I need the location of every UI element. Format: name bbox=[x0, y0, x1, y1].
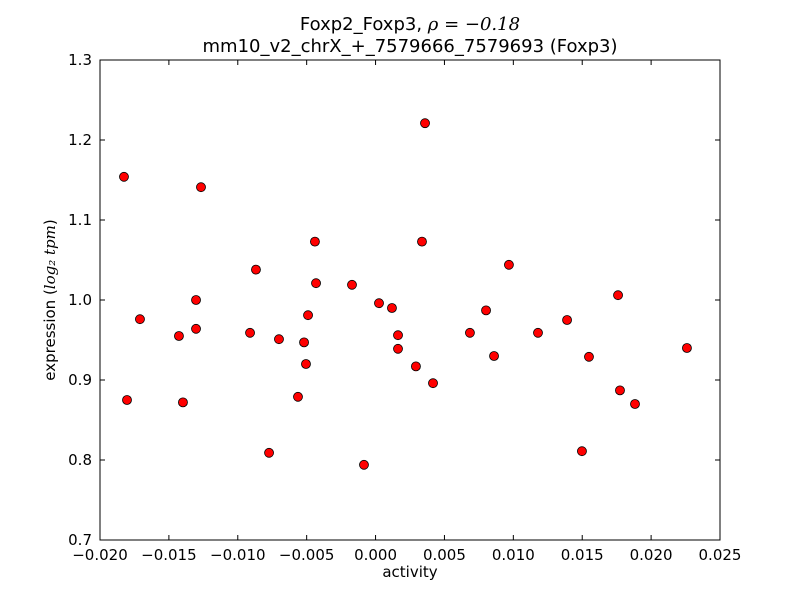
data-point bbox=[135, 314, 145, 325]
data-point bbox=[347, 279, 357, 290]
data-point bbox=[293, 391, 303, 402]
data-point bbox=[374, 298, 384, 309]
data-point bbox=[489, 351, 499, 361]
x-tick-label: 0.000 bbox=[354, 546, 397, 564]
x-tick-label: 0.025 bbox=[699, 546, 742, 564]
data-point bbox=[191, 323, 201, 334]
x-tick-label: 0.005 bbox=[423, 546, 466, 564]
y-axis-label: expression (log₂ tpm) bbox=[41, 219, 59, 380]
y-tick-label: 1.3 bbox=[68, 51, 92, 69]
data-points bbox=[119, 118, 692, 470]
data-point bbox=[613, 290, 623, 301]
data-point bbox=[387, 303, 397, 313]
data-point bbox=[178, 397, 188, 408]
y-axis-label-math: log₂ tpm bbox=[41, 225, 59, 289]
data-point bbox=[310, 236, 320, 247]
data-point bbox=[393, 330, 403, 341]
data-point bbox=[533, 327, 543, 338]
data-point bbox=[303, 310, 313, 321]
plot-frame bbox=[99, 59, 721, 541]
data-point bbox=[420, 118, 430, 129]
data-point bbox=[311, 278, 321, 289]
x-tick-label: 0.015 bbox=[561, 546, 604, 564]
data-point bbox=[630, 399, 640, 409]
data-point bbox=[481, 305, 491, 316]
data-point bbox=[301, 359, 311, 369]
data-point bbox=[191, 295, 201, 305]
data-point bbox=[196, 182, 206, 193]
title-rho: ρ = −0.18 bbox=[427, 14, 520, 35]
data-point bbox=[411, 361, 421, 372]
data-point bbox=[584, 351, 594, 362]
x-tick-label: 0.010 bbox=[492, 546, 535, 564]
y-tick-label: 0.9 bbox=[68, 371, 92, 389]
x-axis-label: activity bbox=[382, 563, 437, 581]
data-point bbox=[174, 331, 184, 341]
data-point bbox=[504, 259, 514, 270]
data-point bbox=[577, 446, 587, 457]
data-point bbox=[274, 334, 284, 345]
data-point bbox=[122, 395, 132, 405]
y-tick-label: 1.0 bbox=[68, 291, 92, 309]
y-tick-label: 1.2 bbox=[68, 131, 92, 149]
data-point bbox=[299, 337, 309, 348]
data-point bbox=[428, 378, 438, 389]
data-point bbox=[562, 315, 572, 325]
data-point bbox=[465, 327, 475, 338]
data-point bbox=[264, 447, 274, 458]
y-tick-label: 0.7 bbox=[68, 531, 92, 549]
y-tick-label: 0.8 bbox=[68, 451, 92, 469]
y-tick-label: 1.1 bbox=[68, 211, 92, 229]
x-tick-label: −0.015 bbox=[141, 546, 197, 564]
chart-title-line1: Foxp2_Foxp3, ρ = −0.18 bbox=[300, 14, 520, 35]
x-tick-label: −0.005 bbox=[279, 546, 335, 564]
data-point bbox=[682, 343, 692, 353]
data-point bbox=[359, 459, 369, 470]
axis-ticks: −0.020 −0.015 −0.010 −0.005 0.000 0.005 0.010 0… bbox=[68, 51, 741, 564]
x-tick-label: −0.010 bbox=[210, 546, 266, 564]
x-tick-label: 0.020 bbox=[630, 546, 673, 564]
data-point bbox=[251, 264, 261, 275]
data-point bbox=[615, 385, 625, 396]
data-point bbox=[119, 171, 129, 182]
data-point bbox=[417, 236, 427, 247]
data-point bbox=[393, 343, 403, 354]
x-tick-label: −0.020 bbox=[72, 546, 128, 564]
data-point bbox=[245, 327, 255, 338]
chart-title-line2: mm10_v2_chrX_+_7579666_7579693 (Foxp3) bbox=[203, 36, 618, 57]
